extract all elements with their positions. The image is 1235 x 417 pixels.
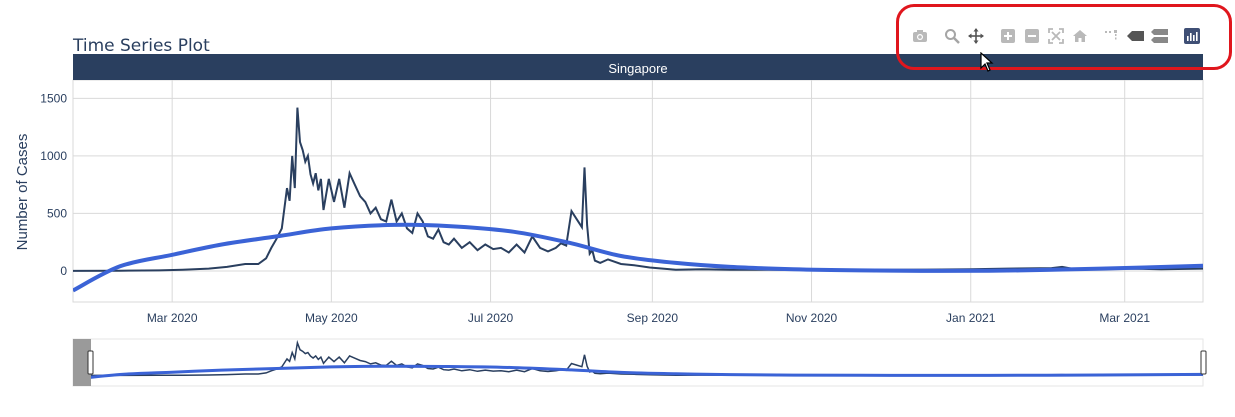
facet-label: Singapore xyxy=(608,61,667,76)
plotly-logo-icon[interactable] xyxy=(1180,24,1204,48)
x-tick-label: Jul 2020 xyxy=(468,311,514,325)
home-icon[interactable] xyxy=(1068,24,1092,48)
x-tick-label: Nov 2020 xyxy=(786,311,838,325)
x-axis: Mar 2020 May 2020 Jul 2020 Sep 2020 Nov 2020… xyxy=(147,311,1151,325)
modebar xyxy=(908,22,1204,50)
slider-frame xyxy=(72,338,1204,387)
y-tick-label: 1000 xyxy=(40,149,67,163)
y-tick-label: 1500 xyxy=(40,91,67,105)
range-slider[interactable] xyxy=(73,339,1207,386)
grid xyxy=(72,79,1204,387)
y-tick-label: 500 xyxy=(47,206,67,220)
pan-icon[interactable] xyxy=(964,24,988,48)
x-tick-label: Sep 2020 xyxy=(627,311,679,325)
y-axis-label: Number of Cases xyxy=(14,134,31,251)
slider-left-mask xyxy=(73,339,91,386)
x-tick-label: Jan 2021 xyxy=(946,311,996,325)
hover-compare-icon[interactable] xyxy=(1148,24,1172,48)
autoscale-icon[interactable] xyxy=(1044,24,1068,48)
x-tick-label: Mar 2020 xyxy=(147,311,198,325)
spike-lines-icon[interactable] xyxy=(1100,24,1124,48)
slider-left-handle[interactable] xyxy=(87,350,94,375)
camera-icon[interactable] xyxy=(908,24,932,48)
observed-series-line[interactable] xyxy=(73,107,1203,272)
y-axis: 0 500 1000 1500 xyxy=(40,91,67,278)
hover-closest-icon[interactable] xyxy=(1124,24,1148,48)
mouse-cursor-icon xyxy=(980,52,994,72)
slider-right-handle[interactable] xyxy=(1200,350,1207,375)
slider-trend-line xyxy=(73,364,1203,381)
trend-series-line[interactable] xyxy=(73,222,1203,293)
x-tick-label: May 2020 xyxy=(305,311,358,325)
chart-title: Time Series Plot xyxy=(72,36,210,56)
x-tick-label: Mar 2021 xyxy=(1099,311,1150,325)
zoom-in-icon[interactable] xyxy=(996,24,1020,48)
y-tick-label: 0 xyxy=(60,264,67,278)
zoom-out-icon[interactable] xyxy=(1020,24,1044,48)
zoom-icon[interactable] xyxy=(940,24,964,48)
